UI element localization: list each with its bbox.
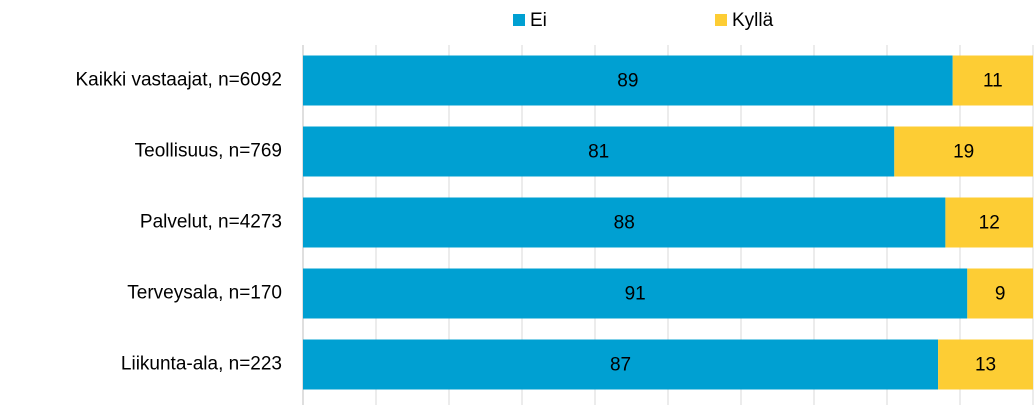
bar-segment [303, 126, 895, 177]
data-label: 9 [995, 284, 1006, 305]
data-label: 12 [979, 213, 1000, 234]
bar-segment [894, 126, 1033, 177]
data-label: 89 [617, 71, 638, 92]
data-label: 19 [953, 142, 974, 163]
bar-segment [303, 55, 953, 106]
legend-label: Kyllä [732, 10, 774, 31]
bar-segment [938, 339, 1033, 390]
legend-label: Ei [530, 10, 547, 31]
bar-segment [945, 197, 1033, 248]
bar-segment [303, 197, 946, 248]
data-label: 81 [588, 142, 609, 163]
bar-segment [967, 268, 1033, 319]
category-label: Teollisuus, n=769 [135, 141, 282, 162]
category-label: Palvelut, n=4273 [140, 212, 282, 233]
bar-segment [303, 339, 939, 390]
data-label: 87 [610, 355, 631, 376]
bar-segment [952, 55, 1033, 106]
legend-swatch [513, 14, 525, 26]
bar-segment [303, 268, 968, 319]
data-label: 13 [975, 355, 996, 376]
legend-swatch [715, 14, 727, 26]
data-label: 11 [983, 71, 1003, 92]
category-label: Kaikki vastaajat, n=6092 [76, 70, 283, 91]
data-label: 88 [614, 213, 635, 234]
category-label: Terveysala, n=170 [127, 283, 282, 304]
data-label: 91 [625, 284, 646, 305]
category-label: Liikunta-ala, n=223 [121, 354, 282, 375]
